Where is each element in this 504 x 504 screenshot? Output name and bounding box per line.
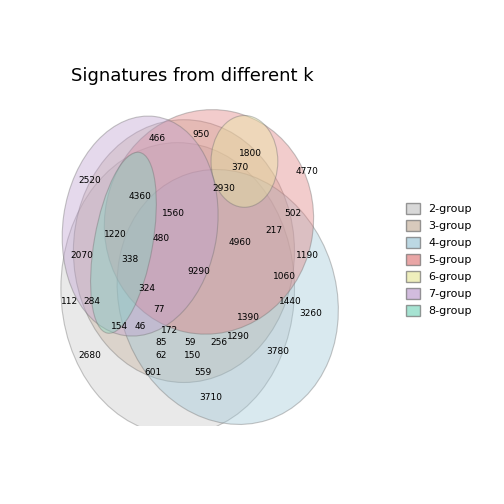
Ellipse shape [211, 115, 278, 207]
Text: 1190: 1190 [295, 251, 319, 260]
Text: 1060: 1060 [273, 272, 295, 281]
Text: 559: 559 [194, 367, 211, 376]
Text: 466: 466 [148, 134, 165, 143]
Ellipse shape [74, 120, 294, 383]
Text: 112: 112 [60, 297, 78, 305]
Text: 324: 324 [138, 284, 155, 293]
Text: 601: 601 [144, 367, 161, 376]
Ellipse shape [117, 169, 338, 424]
Text: 502: 502 [284, 209, 301, 218]
Text: 3260: 3260 [300, 309, 323, 318]
Text: 2520: 2520 [79, 176, 101, 184]
Ellipse shape [104, 110, 313, 334]
Text: 3780: 3780 [266, 347, 289, 356]
Text: 46: 46 [135, 322, 146, 331]
Title: Signatures from different k: Signatures from different k [71, 68, 313, 86]
Text: 3710: 3710 [200, 393, 223, 402]
Text: 217: 217 [265, 226, 282, 235]
Text: 62: 62 [155, 351, 167, 360]
Text: 1560: 1560 [162, 209, 185, 218]
Text: 338: 338 [121, 255, 138, 264]
Text: 1390: 1390 [237, 313, 260, 323]
Text: 150: 150 [183, 351, 201, 360]
Text: 4960: 4960 [229, 238, 251, 247]
Text: 59: 59 [184, 338, 196, 347]
Text: 1290: 1290 [227, 332, 249, 341]
Text: 2070: 2070 [70, 251, 93, 260]
Text: 2680: 2680 [79, 351, 101, 360]
Legend: 2-group, 3-group, 4-group, 5-group, 6-group, 7-group, 8-group: 2-group, 3-group, 4-group, 5-group, 6-gr… [401, 197, 477, 322]
Text: 480: 480 [152, 234, 169, 243]
Ellipse shape [61, 143, 294, 434]
Text: 1800: 1800 [239, 149, 262, 158]
Text: 950: 950 [192, 130, 209, 139]
Text: 2930: 2930 [212, 184, 235, 193]
Ellipse shape [91, 152, 156, 333]
Text: 9290: 9290 [187, 268, 210, 277]
Text: 172: 172 [161, 326, 178, 335]
Text: 284: 284 [84, 297, 101, 305]
Text: 4360: 4360 [129, 193, 152, 202]
Text: 370: 370 [232, 163, 249, 172]
Text: 1220: 1220 [104, 230, 127, 239]
Text: 1440: 1440 [279, 297, 302, 305]
Ellipse shape [62, 116, 218, 336]
Text: 85: 85 [155, 338, 167, 347]
Text: 4770: 4770 [295, 167, 319, 176]
Text: 256: 256 [211, 338, 228, 347]
Text: 77: 77 [153, 305, 165, 314]
Text: 154: 154 [111, 322, 128, 331]
